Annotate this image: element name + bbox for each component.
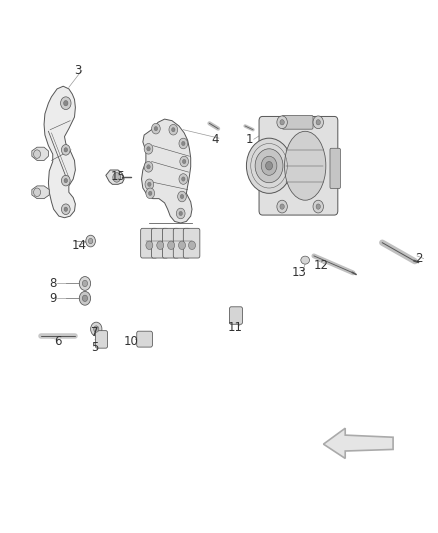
Text: 12: 12 xyxy=(314,259,329,272)
Circle shape xyxy=(146,188,155,199)
Polygon shape xyxy=(141,119,192,223)
Text: 1: 1 xyxy=(246,133,253,146)
Text: 11: 11 xyxy=(228,321,243,334)
Text: 7: 7 xyxy=(91,326,99,340)
Circle shape xyxy=(316,204,321,209)
Circle shape xyxy=(177,208,185,219)
Circle shape xyxy=(313,116,323,128)
Circle shape xyxy=(88,238,93,244)
Circle shape xyxy=(265,161,272,170)
Circle shape xyxy=(148,182,151,187)
Circle shape xyxy=(247,138,292,193)
Circle shape xyxy=(157,241,164,249)
Text: 2: 2 xyxy=(416,252,423,265)
Circle shape xyxy=(144,143,153,154)
Circle shape xyxy=(169,124,178,135)
Circle shape xyxy=(152,123,160,134)
FancyBboxPatch shape xyxy=(95,330,108,348)
FancyBboxPatch shape xyxy=(152,228,168,258)
Text: 3: 3 xyxy=(74,64,81,77)
Circle shape xyxy=(91,322,102,336)
FancyBboxPatch shape xyxy=(162,228,179,258)
Text: 13: 13 xyxy=(292,266,307,279)
FancyBboxPatch shape xyxy=(230,307,243,324)
FancyBboxPatch shape xyxy=(259,116,338,215)
Text: 9: 9 xyxy=(49,292,57,305)
Circle shape xyxy=(145,179,154,190)
Circle shape xyxy=(154,126,158,131)
Ellipse shape xyxy=(285,131,326,200)
Circle shape xyxy=(113,173,120,182)
FancyBboxPatch shape xyxy=(141,228,157,258)
Circle shape xyxy=(179,174,187,184)
FancyBboxPatch shape xyxy=(282,115,313,129)
Text: 6: 6 xyxy=(54,335,62,348)
Text: 8: 8 xyxy=(49,277,57,290)
Text: 14: 14 xyxy=(71,239,86,252)
FancyBboxPatch shape xyxy=(173,228,190,258)
Circle shape xyxy=(34,150,41,158)
Circle shape xyxy=(183,159,186,164)
Circle shape xyxy=(144,161,153,172)
Polygon shape xyxy=(323,428,393,458)
Polygon shape xyxy=(44,86,75,217)
Circle shape xyxy=(316,119,321,125)
Text: 4: 4 xyxy=(211,133,219,146)
Circle shape xyxy=(147,165,150,169)
Circle shape xyxy=(179,138,187,149)
Circle shape xyxy=(64,207,67,212)
Circle shape xyxy=(277,116,287,128)
Circle shape xyxy=(79,292,91,305)
Circle shape xyxy=(255,149,283,183)
Text: 5: 5 xyxy=(91,341,99,353)
Circle shape xyxy=(64,179,67,183)
Polygon shape xyxy=(32,147,48,160)
Circle shape xyxy=(64,101,68,106)
Circle shape xyxy=(61,204,70,215)
Ellipse shape xyxy=(301,256,310,264)
Circle shape xyxy=(147,147,150,151)
Circle shape xyxy=(280,204,284,209)
Circle shape xyxy=(178,191,186,202)
Polygon shape xyxy=(32,186,49,199)
Circle shape xyxy=(168,241,175,249)
Circle shape xyxy=(94,326,99,332)
FancyBboxPatch shape xyxy=(330,148,340,189)
Circle shape xyxy=(182,177,185,181)
Text: 15: 15 xyxy=(110,170,125,183)
Circle shape xyxy=(180,156,188,167)
Circle shape xyxy=(188,241,195,249)
Circle shape xyxy=(148,191,152,196)
Circle shape xyxy=(60,97,71,110)
Circle shape xyxy=(61,144,70,155)
Polygon shape xyxy=(106,170,124,184)
FancyBboxPatch shape xyxy=(137,331,152,347)
FancyBboxPatch shape xyxy=(184,228,200,258)
Circle shape xyxy=(280,119,284,125)
Circle shape xyxy=(61,175,70,186)
Circle shape xyxy=(179,212,183,216)
Circle shape xyxy=(82,295,88,302)
Circle shape xyxy=(146,241,153,249)
Circle shape xyxy=(82,280,88,287)
Circle shape xyxy=(86,235,95,247)
Circle shape xyxy=(261,156,277,175)
Circle shape xyxy=(172,127,175,132)
Circle shape xyxy=(179,241,185,249)
Circle shape xyxy=(64,148,67,152)
Circle shape xyxy=(79,277,91,290)
Circle shape xyxy=(34,188,41,197)
Circle shape xyxy=(182,141,185,146)
Circle shape xyxy=(277,200,287,213)
Text: 10: 10 xyxy=(124,335,138,348)
Circle shape xyxy=(180,195,184,199)
Circle shape xyxy=(313,200,323,213)
